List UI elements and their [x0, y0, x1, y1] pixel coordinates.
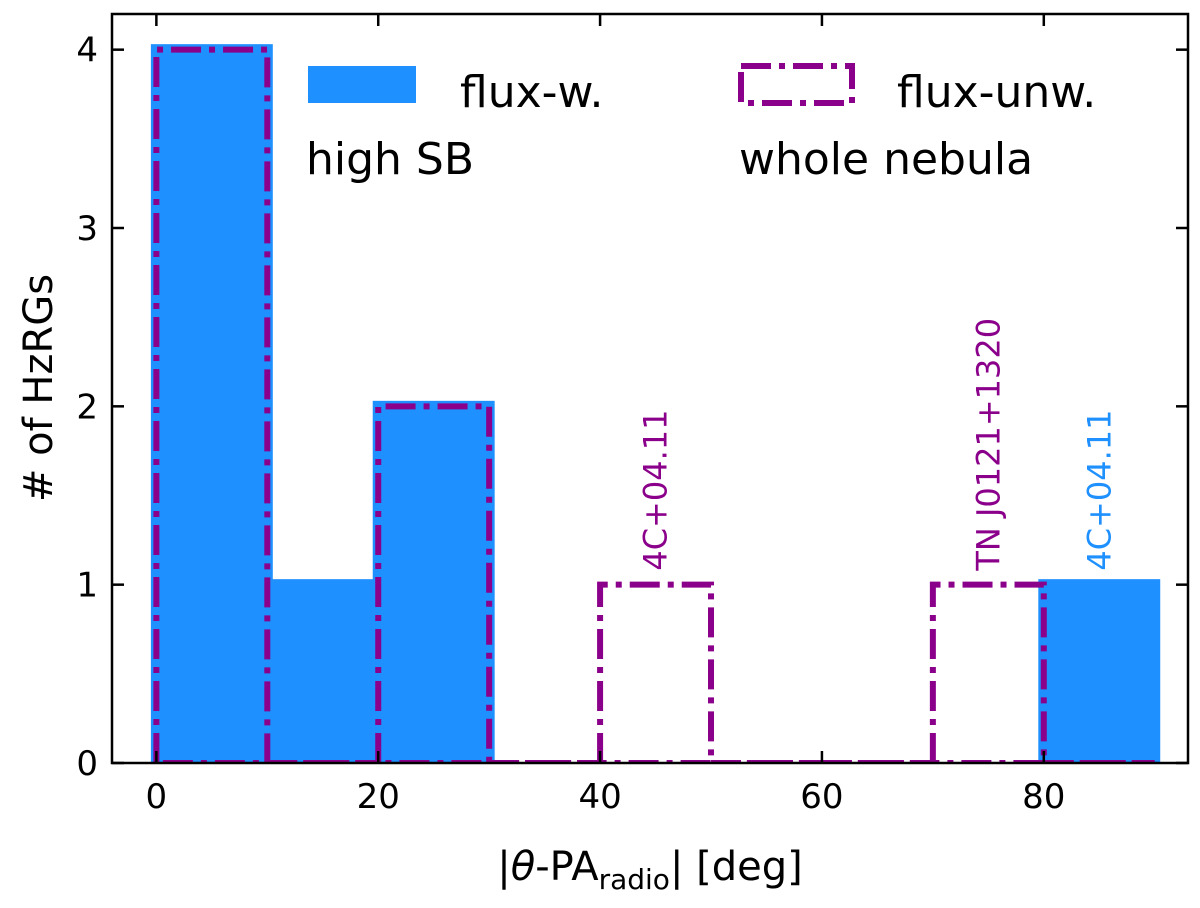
x-axis-label: |θ-PAradio| [deg] — [497, 844, 802, 896]
x-axis-label-subscript: radio — [599, 863, 670, 896]
legend-swatch-flux-w — [308, 66, 416, 103]
x-tick-label-60: 60 — [800, 777, 843, 817]
legend-label-flux-w-line2: high SB — [306, 134, 474, 185]
flux-weighted-bars — [150, 44, 1161, 763]
legend-swatch-flux-unw — [738, 63, 855, 106]
x-axis-label-dash: -PA — [535, 844, 599, 890]
x-tick-label-80: 80 — [1022, 777, 1065, 817]
x-tick-label-40: 40 — [578, 777, 621, 817]
legend-label-flux-unw-line1: flux-unw. — [897, 67, 1096, 118]
y-axis-label: # of HzRGs — [16, 274, 62, 502]
y-tick-label-3: 3 — [76, 209, 98, 249]
annotation-0: 4C+04.11 — [637, 410, 675, 571]
legend-label-flux-w-line1: flux-w. — [460, 67, 603, 118]
legend: flux-w. high SB flux-unw. whole nebula — [306, 63, 1096, 185]
step-flux-unw-70-80 — [929, 581, 1047, 763]
annotations: 4C+04.11 TN J0121+1320 4C+04.11 — [637, 318, 1119, 572]
y-tick-label-1: 1 — [76, 566, 98, 606]
bar-flux-w-10-20 — [261, 579, 384, 763]
y-tick-label-0: 0 — [76, 744, 98, 784]
step-flux-unw-40-50 — [597, 581, 715, 763]
x-axis-label-prefix: | — [497, 844, 510, 890]
y-tick-label-2: 2 — [76, 387, 98, 427]
plot-frame — [110, 12, 1190, 765]
bar-flux-w-80-90 — [1038, 579, 1161, 763]
y-tick-label-4: 4 — [76, 31, 98, 71]
flux-unweighted-steps — [153, 46, 1155, 763]
legend-label-flux-unw-line2: whole nebula — [739, 134, 1033, 185]
annotation-2: 4C+04.11 — [1080, 410, 1118, 571]
bar-flux-w-0-10 — [150, 44, 273, 763]
annotation-1: TN J0121+1320 — [969, 318, 1007, 572]
step-flux-unw-0-10 — [153, 46, 271, 763]
x-tick-label-0: 0 — [146, 777, 168, 817]
bar-flux-w-20-30 — [372, 400, 495, 763]
x-axis-label-theta: θ — [511, 844, 535, 890]
x-axis-label-suffix: | [deg] — [670, 844, 803, 890]
step-flux-unw-20-30 — [375, 403, 493, 763]
axis-ticks: 0 20 40 60 80 0 1 2 3 4 — [76, 14, 1188, 817]
x-tick-label-20: 20 — [357, 777, 400, 817]
